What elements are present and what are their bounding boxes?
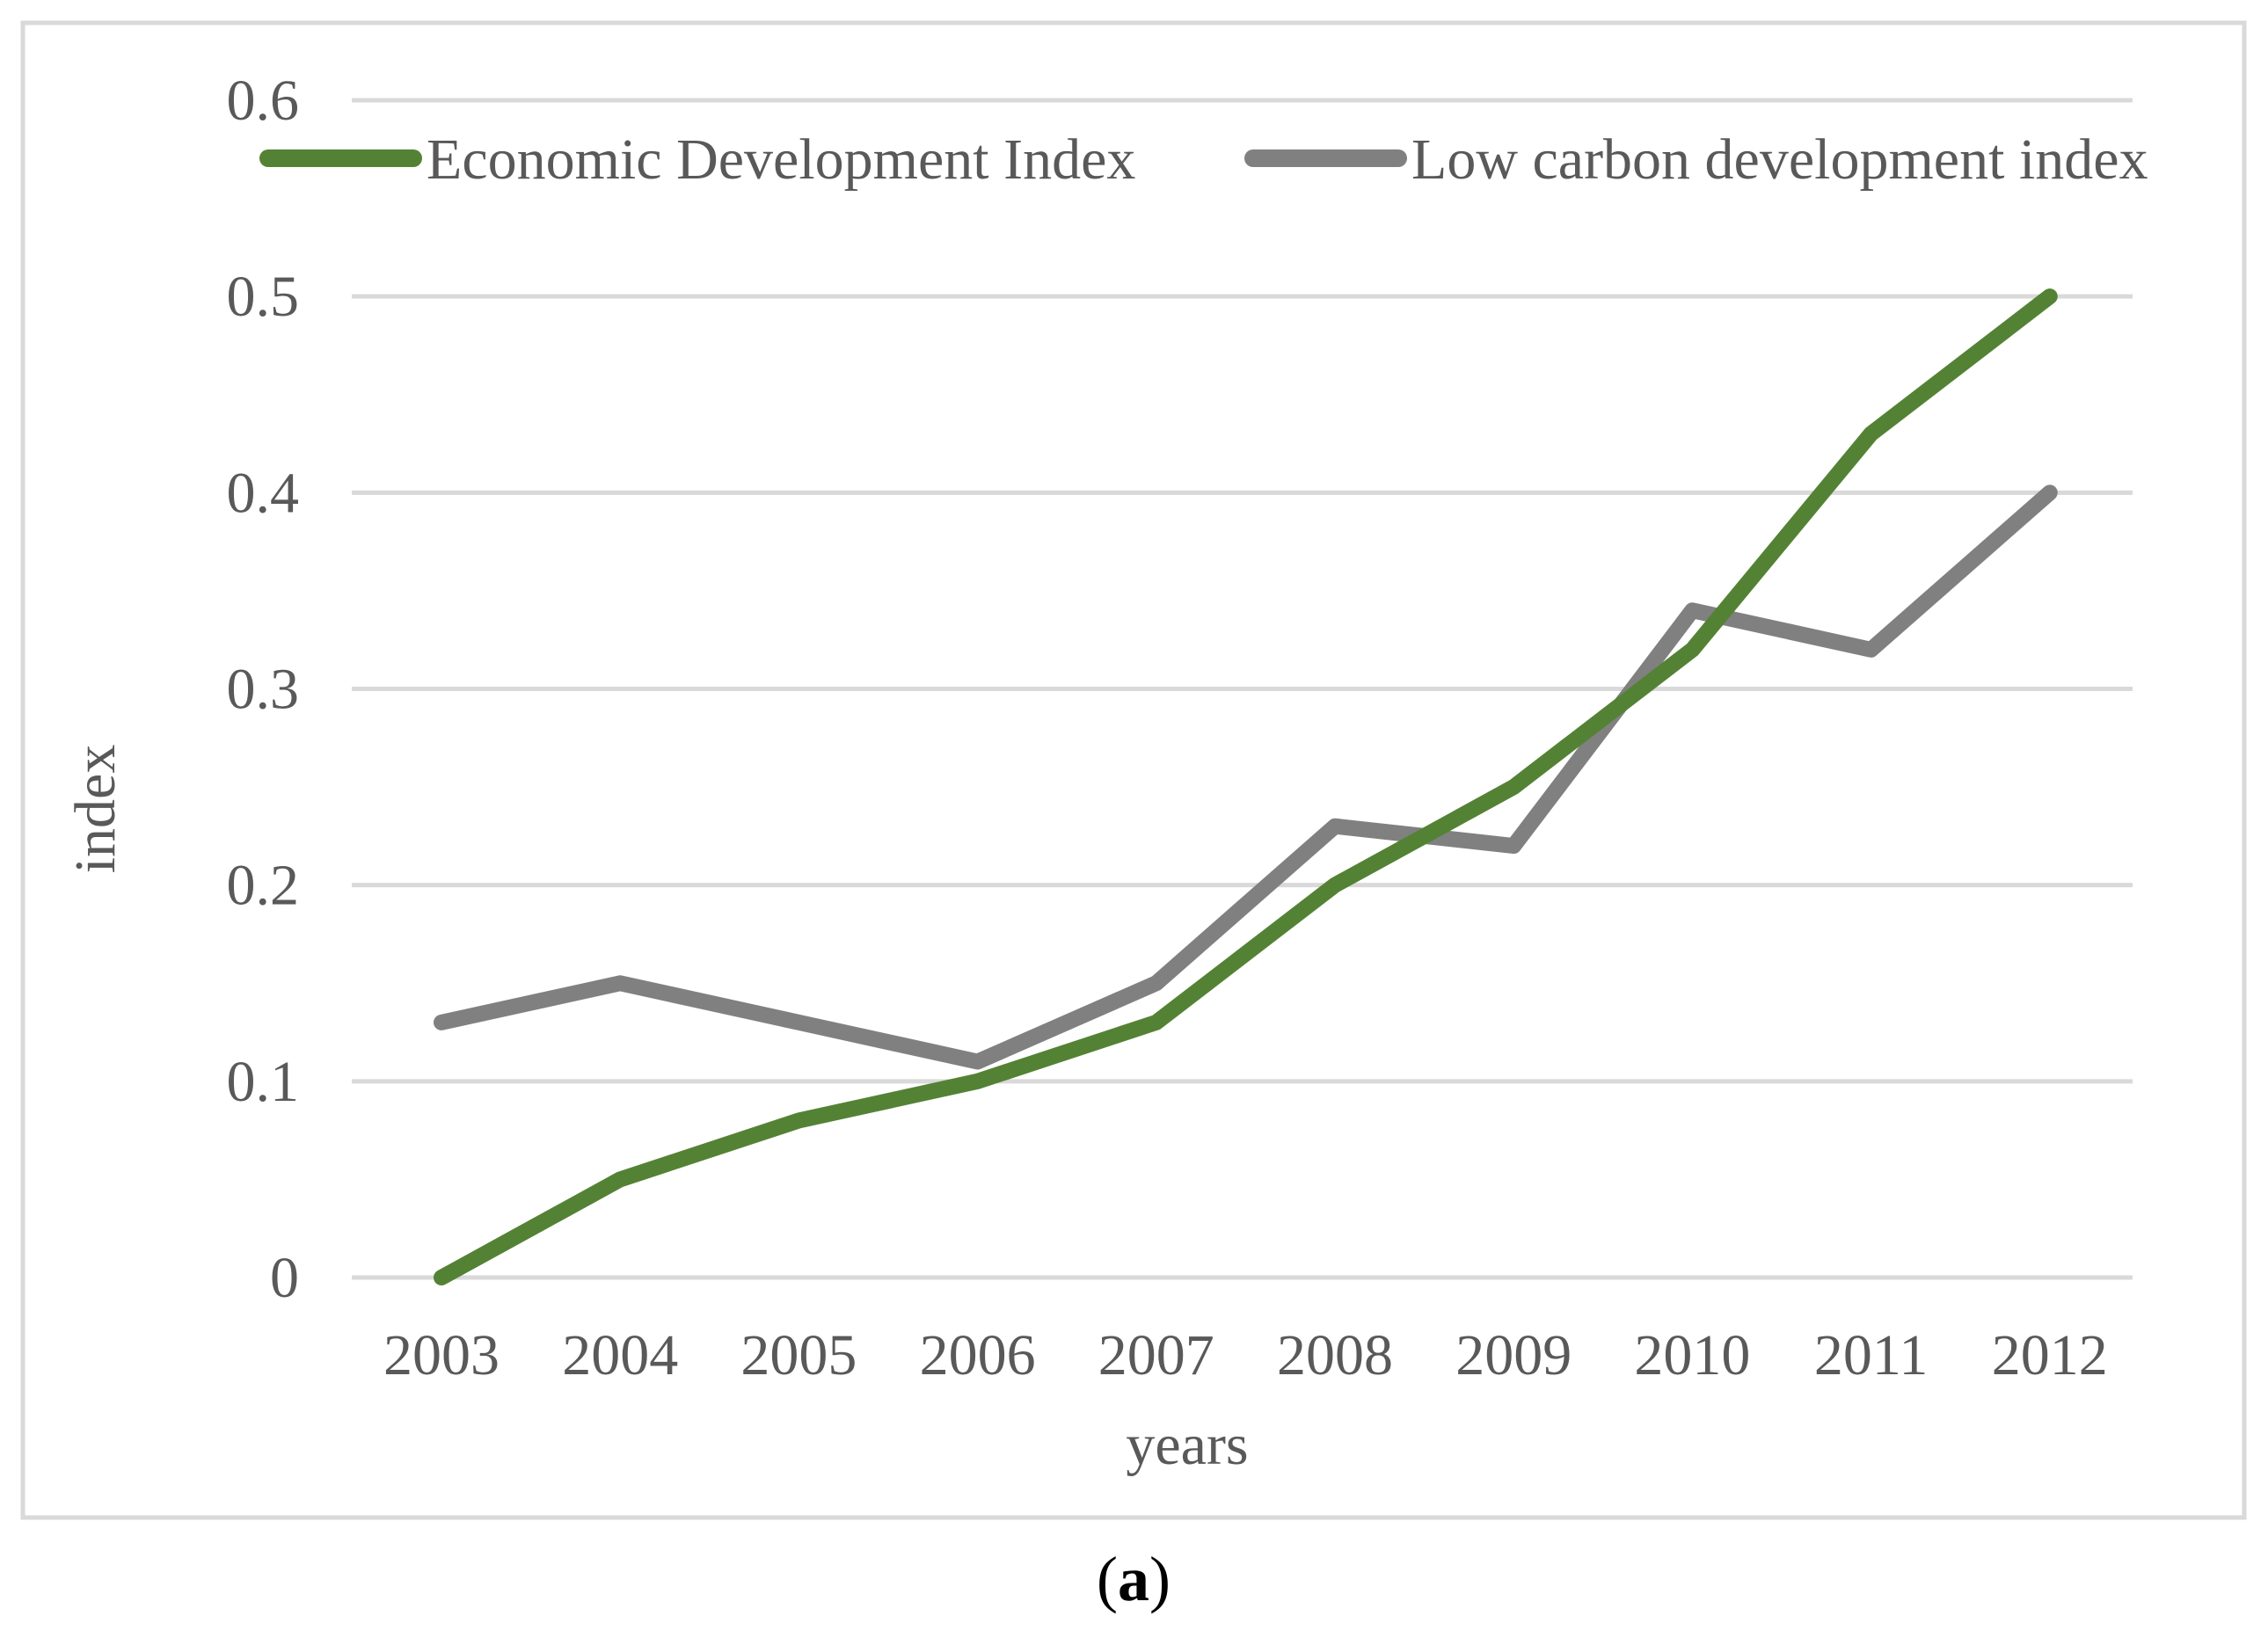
y-tick-label: 0.2 (227, 854, 300, 918)
figure-caption: (a) (1097, 1544, 1170, 1614)
y-axis-title: index (63, 745, 128, 874)
chart-frame (20, 20, 2247, 1520)
y-tick-label: 0.3 (227, 658, 300, 722)
x-tick-label: 2004 (562, 1323, 678, 1387)
series-line-economic (434, 288, 2058, 1285)
x-axis-title: years (1126, 1413, 1248, 1477)
x-axis-ticks: 2003 2004 2005 2006 2007 2008 2009 2010 2011 2012 (383, 1323, 2108, 1387)
x-tick-label: 2012 (1992, 1323, 2108, 1387)
x-tick-label: 2007 (1098, 1323, 1214, 1387)
caption-close-paren: ) (1149, 1544, 1170, 1614)
legend: Economic Development Index Low carbon de… (259, 127, 2148, 192)
x-tick-label: 2011 (1814, 1323, 1929, 1387)
x-tick-label: 2005 (740, 1323, 857, 1387)
x-tick-label: 2008 (1277, 1323, 1393, 1387)
x-tick-label: 2006 (920, 1323, 1036, 1387)
caption-letter: a (1118, 1544, 1149, 1614)
x-tick-label: 2010 (1634, 1323, 1750, 1387)
series-lines (434, 288, 2058, 1285)
y-tick-label: 0.1 (227, 1050, 300, 1114)
y-tick-label: 0.6 (227, 69, 300, 133)
legend-label-economic: Economic Development Index (427, 127, 1135, 192)
series-line-low-carbon (434, 484, 2058, 1070)
x-tick-label: 2003 (383, 1323, 500, 1387)
y-tick-label: 0.5 (227, 265, 300, 329)
y-tick-label: 0.4 (227, 461, 300, 525)
y-tick-label: 0 (270, 1246, 299, 1310)
legend-label-low-carbon: Low carbon development index (1411, 127, 2148, 192)
gridlines (352, 98, 2133, 1280)
caption-open-paren: ( (1097, 1544, 1118, 1614)
x-tick-label: 2009 (1455, 1323, 1572, 1387)
y-axis-ticks: 0 0.1 0.2 0.3 0.4 0.5 0.6 (227, 69, 300, 1310)
